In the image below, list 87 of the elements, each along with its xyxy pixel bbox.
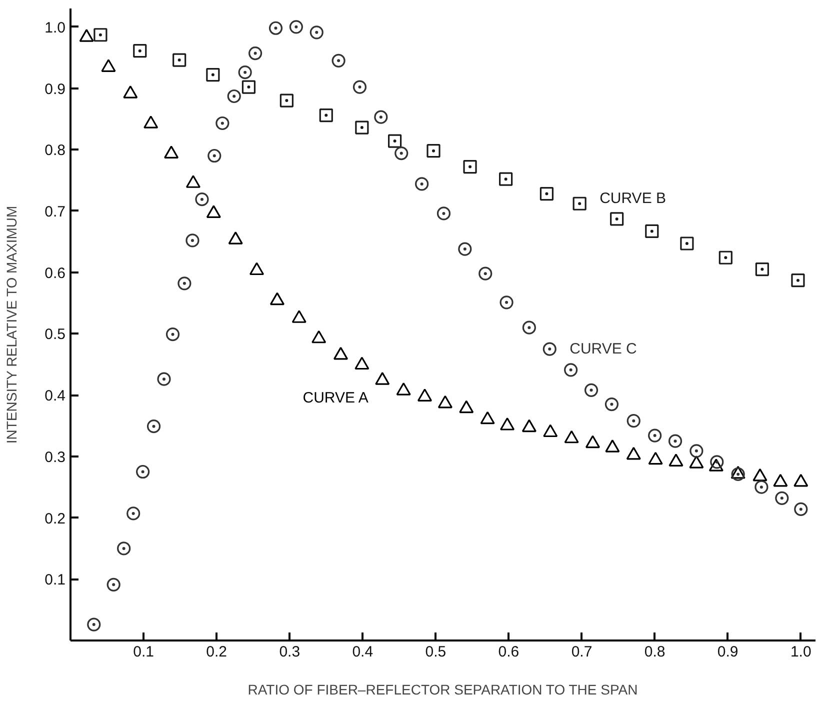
point bbox=[436, 206, 451, 220]
point bbox=[604, 397, 619, 412]
point bbox=[564, 363, 578, 377]
y-axis-title: INTENSITY RELATIVE TO MAXIMUM bbox=[4, 206, 20, 444]
point bbox=[499, 172, 513, 186]
point bbox=[146, 420, 161, 434]
point bbox=[332, 54, 346, 68]
point bbox=[280, 94, 294, 108]
x-tick-label: 0.7 bbox=[571, 644, 592, 660]
y-tick-label: 1.0 bbox=[44, 19, 66, 36]
x-tick-label: 0.2 bbox=[206, 644, 228, 660]
point bbox=[355, 120, 369, 134]
x-tick-label: 0.6 bbox=[498, 644, 520, 660]
point bbox=[542, 342, 556, 356]
point bbox=[94, 28, 108, 42]
y-tick-label: 0.4 bbox=[44, 388, 66, 405]
y-tick-label: 0.9 bbox=[44, 80, 66, 98]
point bbox=[755, 262, 769, 276]
x-tick-label: 0.4 bbox=[352, 644, 374, 660]
x-tick-label: 0.9 bbox=[717, 644, 738, 660]
y-tick-label: 0.5 bbox=[44, 326, 66, 344]
point bbox=[415, 177, 429, 191]
point bbox=[289, 20, 303, 34]
point bbox=[87, 618, 101, 632]
point bbox=[242, 80, 256, 94]
point bbox=[106, 578, 120, 592]
y-tick-label: 0.2 bbox=[44, 510, 66, 528]
point bbox=[718, 250, 732, 264]
point bbox=[248, 46, 262, 60]
point bbox=[794, 502, 808, 516]
point bbox=[216, 116, 230, 130]
x-tick-label: 0.8 bbox=[644, 644, 666, 660]
point bbox=[352, 80, 367, 94]
point bbox=[178, 276, 192, 290]
x-tick-label: 0.1 bbox=[133, 644, 154, 660]
point bbox=[186, 234, 200, 248]
point bbox=[463, 160, 477, 174]
point bbox=[172, 53, 186, 67]
point bbox=[310, 26, 324, 40]
point bbox=[126, 506, 140, 520]
point bbox=[117, 542, 131, 556]
point bbox=[500, 296, 514, 310]
y-tick-label: 0.6 bbox=[44, 264, 66, 282]
y-tick-label: 0.8 bbox=[44, 142, 66, 160]
series-label: CURVE A bbox=[302, 390, 368, 407]
x-tick-label: 0.3 bbox=[279, 644, 300, 660]
point bbox=[645, 224, 659, 238]
point bbox=[388, 134, 402, 148]
point bbox=[775, 491, 789, 505]
point bbox=[166, 328, 180, 342]
point bbox=[206, 68, 220, 82]
y-tick-label: 0.7 bbox=[44, 203, 66, 220]
point bbox=[668, 434, 682, 448]
y-tick-label: 0.1 bbox=[44, 572, 66, 589]
series-label: CURVE B bbox=[600, 190, 666, 208]
point bbox=[540, 187, 554, 201]
y-tick-label: 0.3 bbox=[44, 448, 66, 466]
point bbox=[394, 146, 408, 160]
point bbox=[690, 444, 704, 458]
point bbox=[522, 320, 536, 334]
point bbox=[648, 428, 662, 442]
point bbox=[227, 89, 241, 104]
point bbox=[478, 266, 492, 280]
point bbox=[426, 144, 440, 158]
point bbox=[458, 242, 472, 256]
point bbox=[791, 274, 805, 288]
point bbox=[710, 455, 724, 469]
point bbox=[136, 464, 150, 479]
point bbox=[195, 192, 209, 206]
point bbox=[268, 21, 283, 35]
point bbox=[680, 236, 694, 250]
point bbox=[238, 66, 252, 80]
x-axis-title: RATIO OF FIBER–REFLECTOR SEPARATION TO THE SPAN bbox=[248, 682, 638, 698]
x-tick-label: 0.5 bbox=[425, 644, 446, 660]
point bbox=[208, 148, 222, 163]
point bbox=[572, 196, 586, 210]
x-tick-label: 1.0 bbox=[790, 644, 812, 660]
point bbox=[157, 372, 171, 386]
point bbox=[610, 212, 624, 226]
point bbox=[374, 110, 388, 124]
series-label: CURVE C bbox=[570, 340, 638, 358]
point bbox=[731, 467, 745, 482]
point bbox=[133, 44, 147, 58]
point bbox=[319, 108, 333, 122]
point bbox=[754, 480, 768, 494]
point bbox=[584, 383, 598, 397]
point bbox=[626, 414, 640, 428]
